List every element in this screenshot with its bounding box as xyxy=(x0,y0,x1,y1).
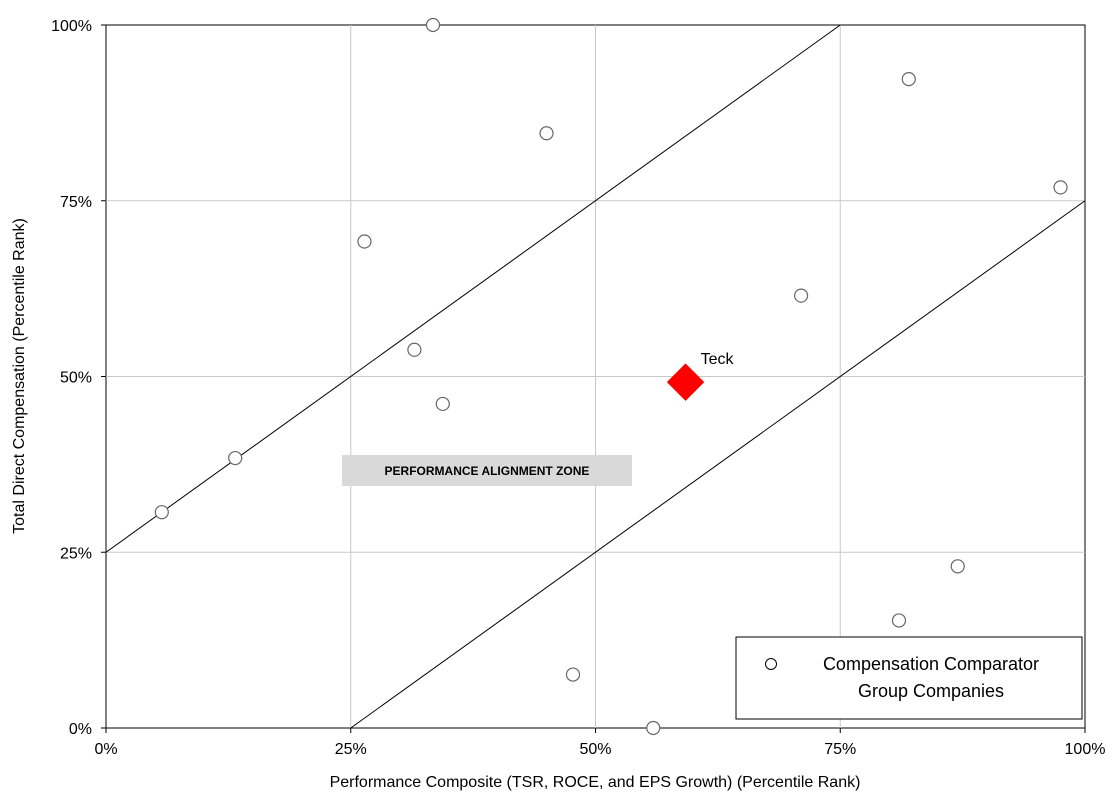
comparator-point xyxy=(950,559,965,574)
y-tick-label: 75% xyxy=(60,194,92,211)
x-tick-label: 0% xyxy=(94,741,117,758)
y-tick-label: 0% xyxy=(69,721,92,738)
comparator-point xyxy=(793,288,809,303)
x-tick-label: 75% xyxy=(824,741,856,758)
y-tick-label: 50% xyxy=(60,370,92,387)
x-tick-label: 50% xyxy=(579,741,611,758)
comparator-point xyxy=(565,667,581,682)
legend-marker-circle-icon xyxy=(765,658,777,670)
legend-label-line-1: Compensation Comparator xyxy=(823,654,1039,674)
boundary-line xyxy=(350,200,1086,729)
comparator-point xyxy=(228,450,243,466)
y-tick-label: 100% xyxy=(51,18,92,35)
x-axis-title: Performance Composite (TSR, ROCE, and EP… xyxy=(330,774,861,791)
y-tick-label: 25% xyxy=(60,545,92,562)
boundary-line xyxy=(105,24,841,553)
legend: Compensation Comparator Group Companies xyxy=(735,636,1083,720)
comparator-point xyxy=(407,342,422,357)
legend-label-line-2: Group Companies xyxy=(858,681,1004,701)
y-axis-title: Total Direct Compensation (Percentile Ra… xyxy=(11,218,28,534)
comparator-point xyxy=(891,613,907,628)
alignment-boundary-lines xyxy=(105,24,1086,729)
zone-label: PERFORMANCE ALIGNMENT ZONE xyxy=(385,464,590,478)
data-points: Teck xyxy=(154,17,1068,736)
comparator-point xyxy=(425,17,441,33)
comparator-point xyxy=(357,234,372,249)
comparator-point xyxy=(539,126,554,141)
comparator-point xyxy=(154,505,169,520)
teck-label: Teck xyxy=(701,351,735,368)
comparator-point xyxy=(901,72,916,87)
comparator-point xyxy=(1053,180,1068,195)
comparator-point xyxy=(646,720,661,736)
x-tick-label: 25% xyxy=(335,741,367,758)
comparator-point xyxy=(435,396,450,412)
zone-label-background xyxy=(342,455,632,486)
teck-point xyxy=(666,363,705,401)
legend-box xyxy=(735,636,1083,720)
x-tick-label: 100% xyxy=(1065,741,1106,758)
tick-labels: 0% 25% 50% 75% 100% 0% 25% 50% 75% 100% xyxy=(51,18,1105,758)
